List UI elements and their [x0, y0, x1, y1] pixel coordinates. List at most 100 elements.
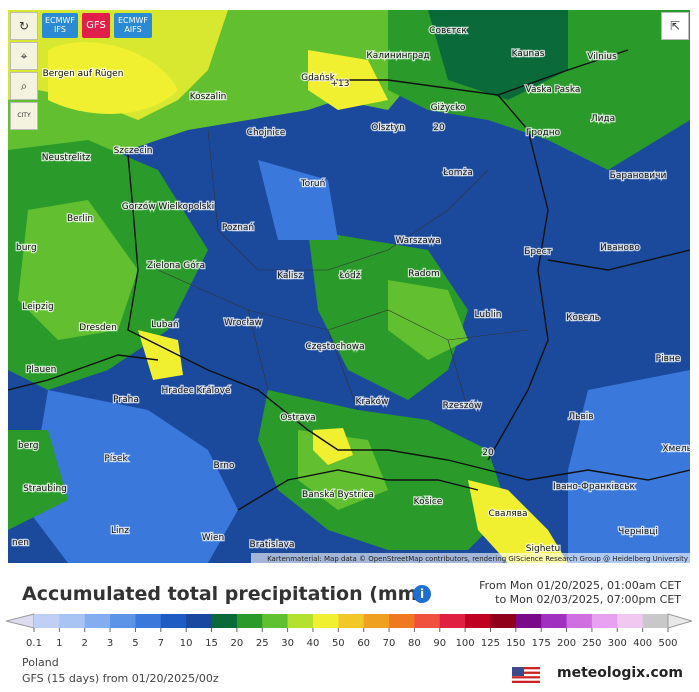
city-label: Иваново	[600, 243, 640, 253]
share-button[interactable]: ⇱	[661, 12, 689, 40]
city-label: Lublin	[475, 310, 502, 320]
date-from: From Mon 01/20/2025, 01:00am CET	[479, 579, 681, 592]
scale-label: 500	[658, 638, 677, 649]
scale-label: 0.1	[26, 638, 42, 649]
city-label: Neustrelitz	[42, 153, 91, 163]
city-label: Rzeszów	[443, 400, 482, 411]
city-label: Чернівці	[618, 527, 658, 537]
scale-label: 150	[506, 638, 525, 649]
scale-arrow-left	[6, 613, 35, 629]
scale-swatch	[287, 614, 314, 628]
scale-label: 25	[256, 638, 269, 649]
city-button[interactable]: CITY	[10, 102, 38, 130]
city-label: Brno	[214, 461, 235, 471]
city-label: Plauen	[26, 365, 56, 375]
city-label: Барановичи	[610, 171, 667, 181]
scale-swatch	[160, 614, 187, 628]
zoom-button[interactable]: ⌕	[10, 72, 38, 100]
model-button[interactable]: GFS	[82, 13, 110, 38]
scale-label: 50	[332, 638, 345, 649]
city-label: Szczecin	[114, 146, 153, 156]
city-label: Kraków	[356, 396, 389, 407]
scale-label: 400	[633, 638, 652, 649]
city-label: Рівне	[656, 354, 681, 364]
city-label: burg	[16, 243, 37, 253]
scale-swatch	[617, 614, 644, 628]
city-label: 20	[482, 448, 494, 458]
city-label: Vaska Paska	[526, 85, 581, 95]
legend-title: Accumulated total precipitation (mm)	[22, 583, 427, 605]
precip-fields	[8, 10, 690, 563]
scale-label: 70	[383, 638, 396, 649]
city-label: Straubing	[23, 484, 67, 494]
scale-swatch	[312, 614, 339, 628]
brand: meteologix.com	[557, 665, 683, 681]
scale-label: 125	[481, 638, 500, 649]
scale-label: 2	[82, 638, 88, 649]
scale-swatch	[59, 614, 86, 628]
scale-swatch	[34, 614, 60, 628]
city-label: Kalisz	[277, 271, 303, 281]
city-label: Ковель	[566, 313, 600, 323]
city-label: Bratislava	[250, 540, 295, 550]
city-label: Berlin	[67, 214, 93, 224]
scale-label: 15	[205, 638, 218, 649]
scale-swatch	[490, 614, 517, 628]
city-label: 20	[433, 123, 445, 133]
city-label: Ostrava	[280, 413, 315, 423]
scale-swatch	[439, 614, 466, 628]
regional-borders	[157, 129, 529, 411]
city-label: +13	[331, 79, 350, 89]
attribution-bg	[251, 553, 690, 563]
flag	[512, 667, 540, 683]
city-label: Poznań	[222, 223, 254, 233]
color-scale: 0.1 1 2 3 5 7 10 15 20 25 30 40 50 60 70 80 90 100 125 150 1…	[6, 613, 692, 649]
city-label: Хмельни	[662, 444, 690, 454]
city-label: Gorzów Wielkopolski	[122, 201, 214, 212]
city-label: Toruń	[300, 179, 326, 189]
city-label: Wien	[202, 533, 224, 543]
scale-swatch	[110, 614, 136, 628]
scale-swatch	[541, 614, 568, 628]
city-label: Łódź	[338, 270, 360, 281]
city-label: Częstochowa	[305, 342, 364, 352]
scale-swatch	[84, 614, 111, 628]
info-button[interactable]: i	[413, 585, 431, 603]
attribution: Kartenmaterial: Map data © OpenStreetMap…	[267, 555, 688, 563]
scale-label: 3	[107, 638, 113, 649]
scale-label: 60	[357, 638, 370, 649]
scale-label: 100	[456, 638, 475, 649]
city-label: Warszawa	[395, 236, 440, 246]
city-label: Lubań	[151, 320, 179, 330]
city-label: berg	[18, 441, 39, 451]
city-label: Свалява	[488, 509, 527, 519]
city-label: Praha	[113, 395, 139, 405]
city-label: Івано-Франківськ	[553, 482, 635, 492]
city-label: Брест	[524, 247, 552, 257]
scale-swatch	[389, 614, 415, 628]
model-button[interactable]: ECMWF AIFS	[114, 13, 152, 38]
model-button[interactable]: ECMWF IFS	[42, 13, 78, 38]
scale-label: 200	[557, 638, 576, 649]
scale-swatch	[135, 614, 162, 628]
scale-label: 30	[281, 638, 294, 649]
scale-label: 5	[132, 638, 138, 649]
model-run: GFS (15 days) from 01/20/2025/00z	[22, 672, 219, 685]
city-label: nen	[12, 538, 29, 548]
city-label: Olsztyn	[371, 123, 405, 133]
scale-swatch	[236, 614, 263, 628]
city-label: Zielona Góra	[147, 260, 205, 271]
reload-button[interactable]: ↻	[10, 12, 38, 40]
city-labels: Совєтск Kaunas Vilnius Калининград Gdańsk Ber…	[11, 25, 690, 556]
scale-label: 300	[608, 638, 627, 649]
city-label: Kaunas	[512, 49, 545, 59]
city-label: Hradec Králové	[161, 385, 230, 396]
city-label: Sighetu	[526, 544, 560, 554]
city-label: Leipzig	[22, 302, 54, 312]
locate-button[interactable]: ⌖	[10, 42, 38, 70]
scale-swatch	[642, 614, 669, 628]
city-label: Лида	[591, 114, 615, 124]
scale-swatch	[338, 614, 365, 628]
scale-label: 20	[231, 638, 244, 649]
